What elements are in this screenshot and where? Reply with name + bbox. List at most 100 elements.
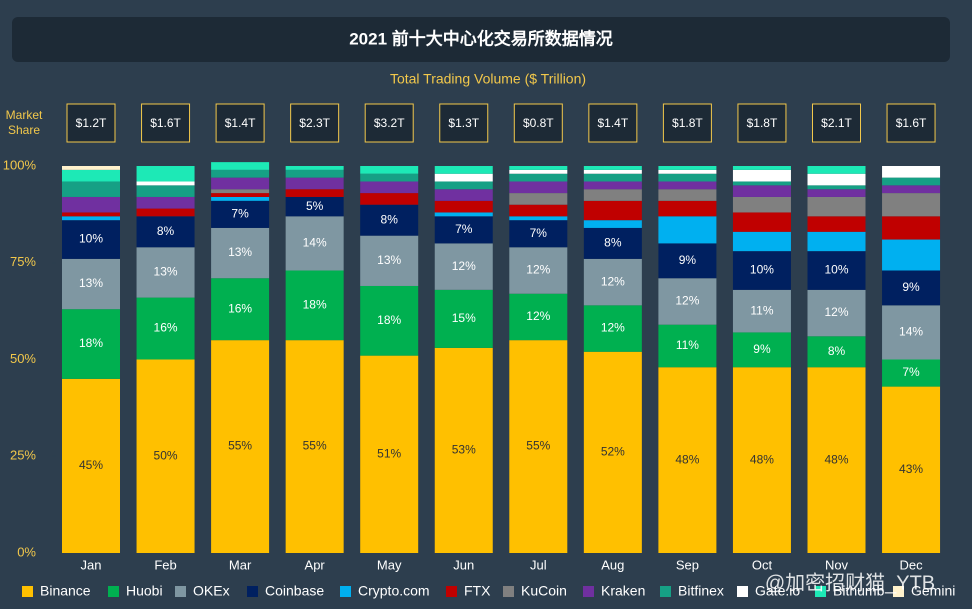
- bar-segment: [882, 270, 941, 306]
- bar-segment: [583, 200, 642, 221]
- bar-segment: [360, 193, 419, 205]
- bar-segment: [285, 196, 344, 217]
- value-label: 7%: [231, 207, 249, 221]
- volume-box: [439, 103, 489, 143]
- bar-segment: [62, 216, 120, 221]
- legend-label: Bitfinex: [678, 583, 724, 599]
- bar-segment: [62, 220, 120, 259]
- value-label: 14%: [303, 236, 327, 250]
- bar-segment: [434, 216, 493, 244]
- bar-segment: [882, 166, 941, 178]
- value-label: 8%: [157, 224, 175, 238]
- value-label: 48%: [824, 452, 848, 466]
- value-label: 13%: [228, 245, 252, 259]
- bar-segment: [434, 289, 493, 348]
- x-tick-label: Mar: [229, 557, 252, 572]
- volume-label: $1.4T: [598, 116, 629, 130]
- volume-label: $1.8T: [747, 116, 778, 130]
- bar-segment: [434, 243, 493, 290]
- volume-box: [66, 103, 116, 143]
- bar-segment: [136, 196, 195, 209]
- bar-segment: [658, 216, 717, 244]
- bar-segment: [882, 193, 941, 217]
- bar-segment: [732, 185, 791, 197]
- bar-segment: [509, 173, 568, 182]
- bar-segment: [509, 169, 568, 174]
- value-label: 11%: [750, 303, 773, 317]
- value-label: 12%: [675, 294, 699, 308]
- value-label: 13%: [377, 253, 401, 267]
- bar-segment: [136, 359, 195, 553]
- value-label: 45%: [79, 458, 103, 472]
- bar-segment: [583, 173, 642, 182]
- value-label: 16%: [154, 321, 178, 335]
- volume-box: [290, 103, 340, 143]
- bar-segment: [211, 162, 270, 170]
- bar-segment: [658, 324, 717, 368]
- bar-segment: [62, 378, 120, 553]
- bar-segment: [732, 212, 791, 232]
- value-label: 9%: [679, 253, 697, 267]
- bar-segment: [211, 227, 270, 279]
- x-tick-label: Oct: [752, 557, 773, 572]
- value-label: 12%: [526, 309, 550, 323]
- bar-segment: [136, 247, 195, 298]
- value-label: 13%: [154, 265, 178, 279]
- bar-segment: [658, 169, 717, 174]
- bar-segment: [62, 258, 120, 310]
- volume-label: $0.8T: [523, 116, 554, 130]
- bar-segment: [62, 166, 120, 170]
- bar-segment: [583, 227, 642, 259]
- value-label: 13%: [79, 276, 103, 290]
- bar-segment: [211, 193, 270, 197]
- bar-segment: [434, 189, 493, 201]
- x-tick-label: Nov: [825, 557, 849, 572]
- x-tick-label: Aug: [601, 557, 624, 572]
- bar-segment: [583, 169, 642, 174]
- value-label: 12%: [824, 305, 848, 319]
- y-tick-label: 50%: [10, 351, 36, 366]
- legend-label: Gate.io: [755, 583, 800, 599]
- bar-segment: [583, 220, 642, 228]
- value-label: 9%: [902, 280, 920, 294]
- legend-swatch: [108, 586, 119, 597]
- bar-segment: [807, 251, 866, 290]
- watermark: @加密招财猫_YTB: [765, 571, 935, 594]
- bar-segment: [509, 166, 568, 170]
- bar-segment: [360, 173, 419, 182]
- bar-segment: [211, 278, 270, 341]
- value-label: 8%: [828, 344, 846, 358]
- volume-label: $3.2T: [374, 116, 405, 130]
- volume-box: [215, 103, 265, 143]
- bar-segment: [62, 181, 120, 197]
- volume-box: [662, 103, 712, 143]
- bar-segment: [211, 169, 270, 178]
- bar-segment: [360, 285, 419, 356]
- bar-segment: [882, 386, 941, 553]
- value-label: 10%: [79, 232, 103, 246]
- bar-segment: [658, 200, 717, 217]
- bar-segment: [211, 189, 270, 194]
- bar-segment: [882, 239, 941, 271]
- value-label: 10%: [750, 263, 774, 277]
- x-tick-label: Apr: [305, 557, 326, 572]
- legend-label: Coinbase: [265, 583, 324, 599]
- y-label-box: Market Share: [6, 108, 43, 137]
- bar-segment: [732, 289, 791, 333]
- y-tick-label: 75%: [10, 254, 36, 269]
- bar-segment: [583, 351, 642, 553]
- volume-box: [588, 103, 638, 143]
- x-tick-label: Sep: [676, 557, 699, 572]
- bar-segment: [285, 177, 344, 190]
- value-label: 7%: [902, 365, 920, 379]
- bar-segment: [509, 216, 568, 221]
- bar-segment: [807, 336, 866, 368]
- bar-segment: [136, 208, 195, 217]
- bar-segment: [434, 200, 493, 213]
- bar-segment: [285, 216, 344, 271]
- x-tick-label: Dec: [899, 557, 923, 572]
- bar-segment: [732, 251, 791, 290]
- bar-segment: [732, 231, 791, 252]
- value-label: 48%: [750, 452, 774, 466]
